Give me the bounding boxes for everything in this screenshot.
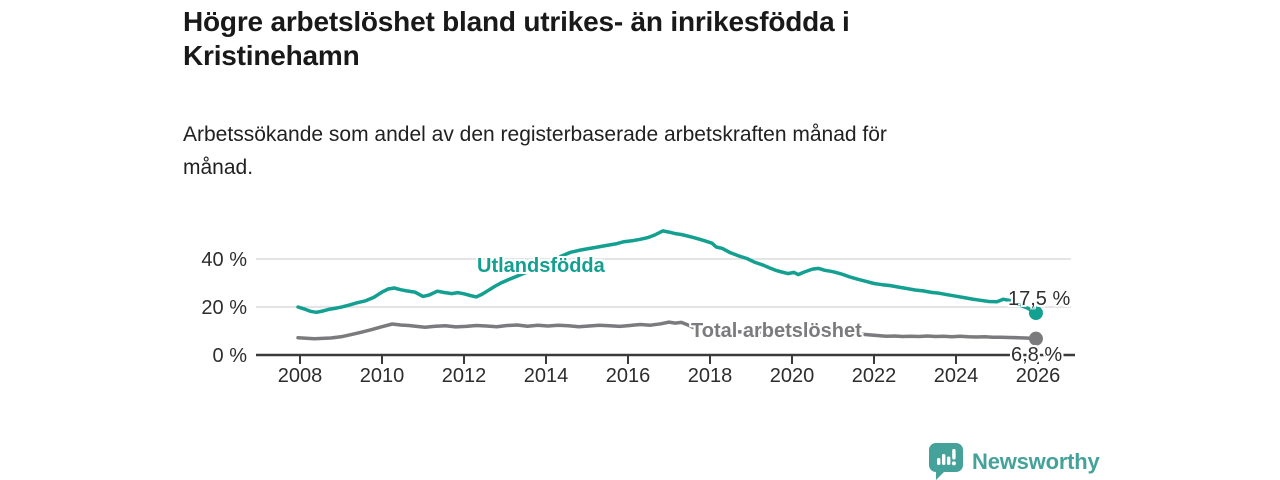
x-axis-tick-label: 2022 <box>852 365 897 387</box>
y-axis-tick-label: 20 % <box>201 297 247 319</box>
series-line-utlandsfodda <box>296 229 1038 315</box>
chart-subtitle: Arbetssökande som andel av den registerb… <box>183 118 1063 184</box>
x-axis-tick-label: 2012 <box>442 365 487 387</box>
chart-title: Högre arbetslöshet bland utrikes- än inr… <box>183 5 1043 73</box>
x-axis-tick-label: 2016 <box>606 365 651 387</box>
end-dot-total <box>1028 331 1043 346</box>
newsworthy-bar-chart-icon <box>929 443 963 480</box>
chart-subtitle-line-1: Arbetssökande som andel av den registerb… <box>183 123 887 146</box>
chart-title-line-2: Kristinehamn <box>183 40 360 71</box>
y-axis-tick-label: 0 % <box>213 345 248 367</box>
newsworthy-wordmark: Newsworthy <box>972 449 1100 474</box>
end-dot-utlandsfodda <box>1028 306 1043 320</box>
x-axis-tick-label: 2020 <box>770 365 815 387</box>
x-axis-tick-label: 2014 <box>524 365 569 387</box>
series-line-total <box>296 320 1038 341</box>
x-axis-tick-label: 2024 <box>934 365 979 387</box>
newsworthy-logo[interactable]: Newsworthy <box>929 443 1100 480</box>
end-value-label-total: 6,8 % <box>1011 344 1063 366</box>
x-axis-tick-label: 2008 <box>278 365 323 387</box>
x-axis-tick-label: 2018 <box>688 365 733 387</box>
x-axis-tick-label: 2010 <box>360 365 405 387</box>
series-label-total-arbetsloshet: Total arbetslöshet <box>691 320 862 342</box>
series-label-utlandsfodda: Utlandsfödda <box>477 255 605 277</box>
y-axis-tick-label: 40 % <box>201 249 247 271</box>
x-axis-tick-label: 2026 <box>1016 365 1061 387</box>
chart-subtitle-line-2: månad. <box>183 156 254 179</box>
chart-title-line-1: Högre arbetslöshet bland utrikes- än inr… <box>183 6 850 37</box>
end-value-label-utlandsfodda: 17,5 % <box>1008 288 1071 310</box>
